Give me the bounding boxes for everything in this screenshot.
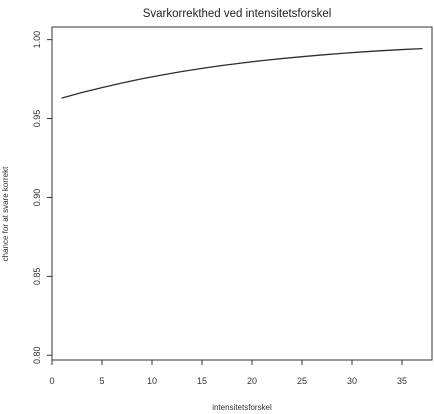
y-tick-label: 1.00 — [32, 31, 42, 49]
x-tick-label: 15 — [197, 376, 207, 386]
y-tick-label: 0.95 — [32, 110, 42, 128]
x-tick-label: 0 — [49, 376, 54, 386]
y-tick-label: 0.90 — [32, 189, 42, 207]
y-axis: 0.80 0.85 0.90 0.95 1.00 — [32, 31, 52, 364]
x-tick-label: 25 — [297, 376, 307, 386]
plot-series — [61, 47, 423, 99]
x-axis: 0 5 10 15 20 25 30 35 — [49, 360, 407, 386]
x-tick-label: 10 — [147, 376, 157, 386]
y-axis-label: chance for at svare korrekt — [1, 166, 10, 261]
x-tick-label: 20 — [247, 376, 257, 386]
y-tick-label: 0.80 — [32, 346, 42, 364]
x-tick-label: 35 — [397, 376, 407, 386]
plot-frame — [51, 26, 433, 361]
x-tick-label: 5 — [99, 376, 104, 386]
y-tick-label: 0.85 — [32, 268, 42, 286]
x-axis-label: intensitetsforskel — [212, 403, 272, 412]
chart-title: Svarkorrekthed ved intensitetsforskel — [143, 8, 332, 20]
x-tick-label: 30 — [347, 376, 357, 386]
series-line — [61, 47, 423, 99]
